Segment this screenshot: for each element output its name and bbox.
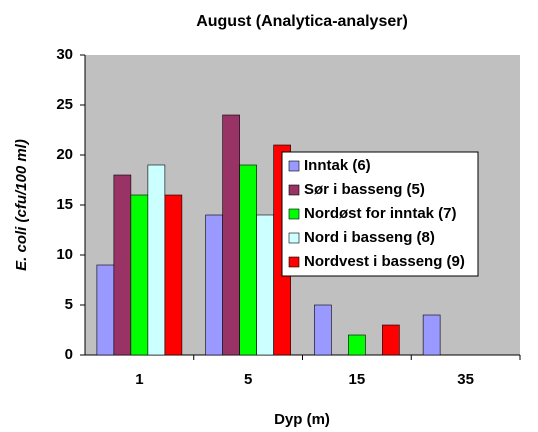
y-tick-label: 30 (56, 46, 73, 63)
legend-label: Nordøst for inntak (7) (304, 205, 457, 222)
legend-box (281, 151, 479, 277)
bar (205, 214, 223, 356)
y-tick-label: 20 (56, 146, 73, 163)
bar (113, 174, 132, 356)
bar (222, 114, 240, 356)
bar (382, 324, 400, 356)
legend-swatch (288, 184, 300, 196)
y-tick-label: 25 (56, 96, 73, 113)
legend-swatch (288, 232, 300, 244)
legend-label: Nordvest i basseng (9) (304, 253, 465, 270)
bar (256, 214, 274, 356)
bar (164, 194, 183, 356)
legend-swatch (288, 160, 300, 172)
x-tick-label: 5 (244, 371, 252, 388)
bar (422, 314, 441, 356)
bar (348, 334, 366, 356)
y-tick-label: 10 (56, 246, 73, 263)
y-tick-label: 5 (65, 296, 73, 313)
x-tick-label: 15 (349, 371, 366, 388)
legend-label: Inntak (6) (304, 157, 371, 174)
bar (239, 164, 257, 356)
legend-label: Sør i basseng (5) (304, 181, 425, 198)
legend-label: Nord i basseng (8) (304, 229, 435, 246)
chart-title: August (Analytica-analyser) (196, 13, 408, 30)
bar (314, 304, 332, 356)
bar (147, 164, 166, 356)
bar (96, 264, 115, 356)
x-axis-label: Dyp (m) (274, 411, 330, 428)
bar (130, 194, 149, 356)
x-tick-label: 1 (135, 371, 143, 388)
y-tick-label: 0 (65, 346, 73, 363)
y-tick-label: 15 (56, 196, 73, 213)
y-axis-label: E. coli (cfu/100 ml) (13, 139, 30, 271)
legend-swatch (288, 208, 300, 220)
legend-swatch (288, 256, 300, 268)
x-tick-label: 35 (457, 371, 474, 388)
